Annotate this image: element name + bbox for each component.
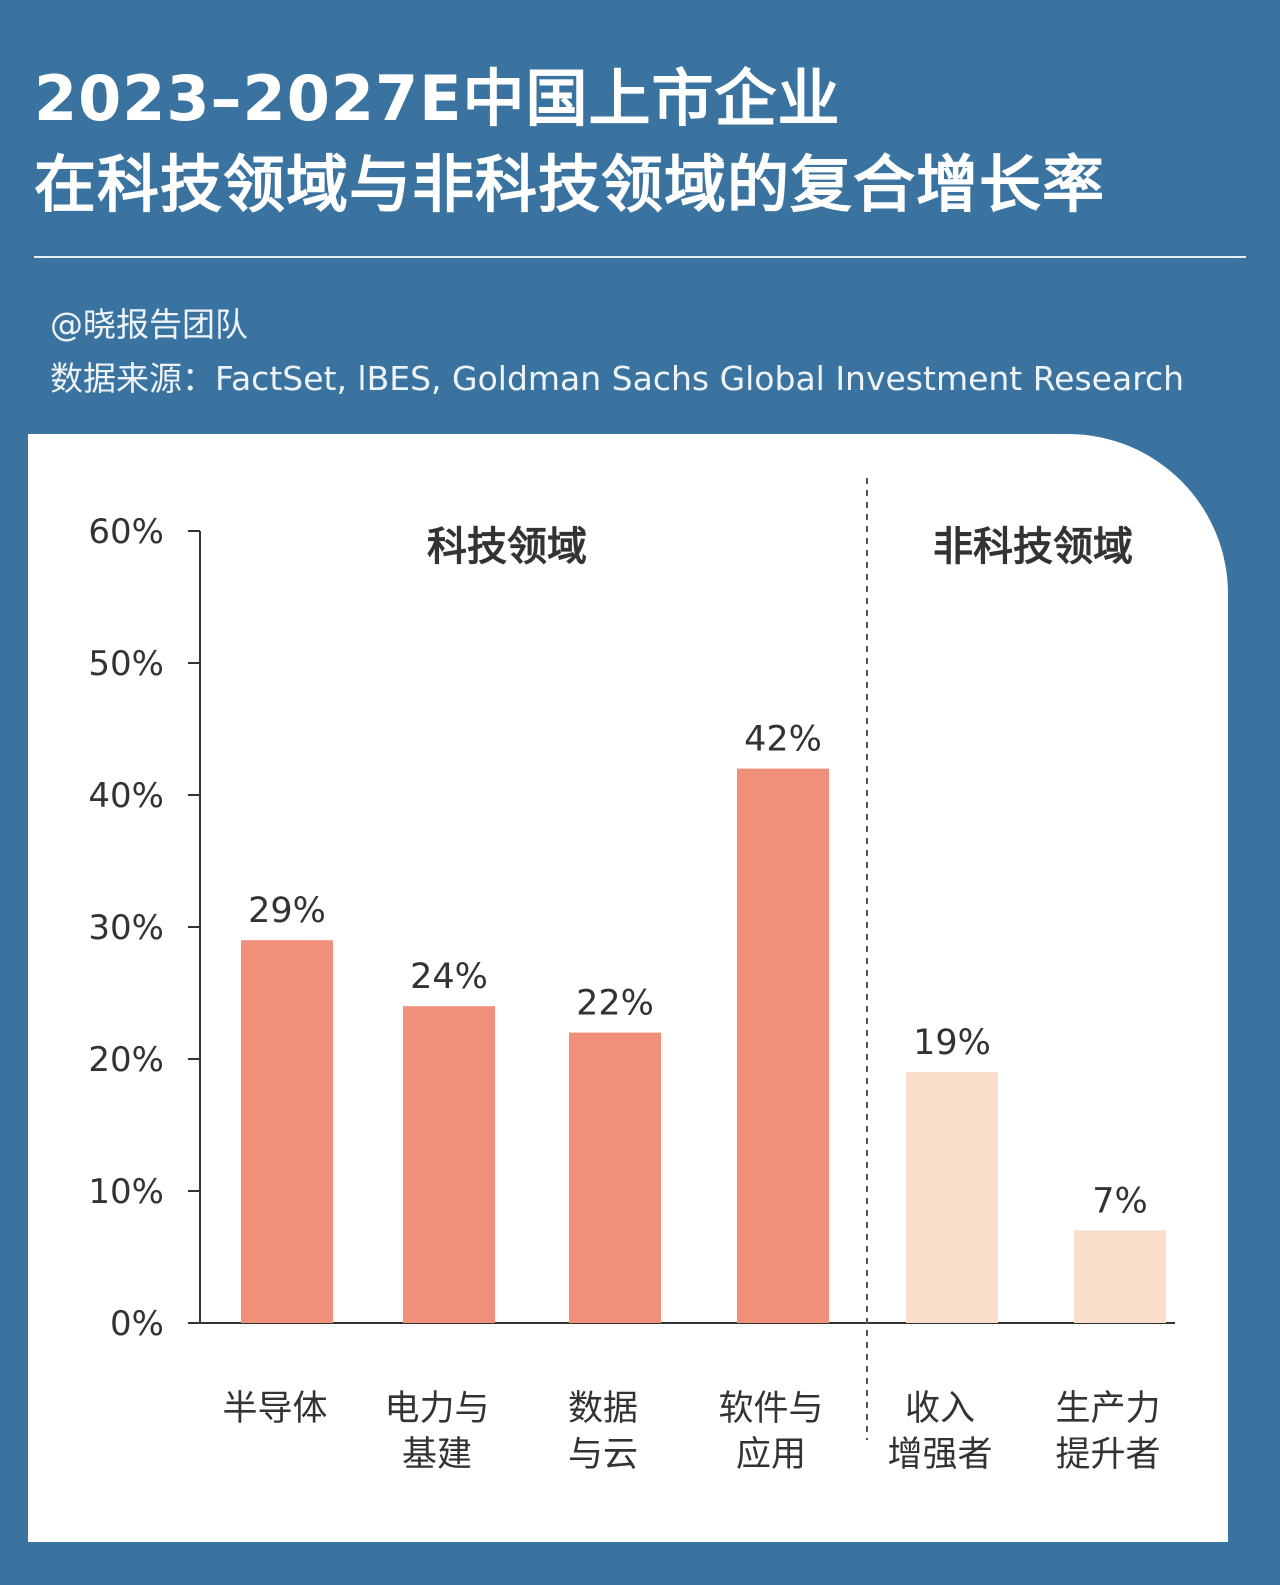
category-label: 生产力 (1055, 1389, 1160, 1429)
chart-title-line-1: 2023–2027E中国上市企业 (34, 62, 841, 135)
bar-value-label: 22% (576, 984, 654, 1024)
bar-value-label: 24% (410, 957, 488, 997)
bar-value-label: 42% (744, 720, 822, 760)
category-label: 软件与 (718, 1389, 823, 1429)
bar (241, 940, 333, 1323)
category-label: 增强者 (887, 1435, 992, 1475)
title-block: 2023–2027E中国上市企业 在科技领域与非科技领域的复合增长率 (34, 56, 1254, 228)
group-label-tech: 科技领域 (427, 524, 587, 570)
bar (403, 1006, 495, 1323)
category-label: 电力与 (384, 1389, 489, 1429)
y-tick-label: 40% (88, 776, 164, 816)
y-tick-label: 10% (88, 1172, 164, 1212)
bar (1074, 1230, 1166, 1323)
bar (906, 1072, 998, 1323)
bar-value-label: 29% (248, 891, 326, 931)
category-label: 数据 (568, 1389, 638, 1429)
credit-text: @晓报告团队 (50, 305, 248, 344)
category-label: 半导体 (222, 1389, 327, 1429)
bar-value-label: 7% (1092, 1182, 1148, 1222)
bar (737, 768, 829, 1323)
y-tick-label: 30% (88, 908, 164, 948)
y-tick-label: 60% (88, 512, 164, 552)
chart-panel (28, 434, 1228, 1542)
bar-value-label: 19% (913, 1023, 991, 1063)
y-tick-label: 20% (88, 1040, 164, 1080)
source-text: 数据来源：FactSet, lBES, Goldman Sachs Global… (50, 359, 1185, 398)
chart-title-line-2: 在科技领域与非科技领域的复合增长率 (34, 148, 1106, 221)
bar (569, 1032, 661, 1323)
y-tick-label: 0% (110, 1304, 164, 1344)
category-label: 收入 (905, 1389, 975, 1429)
group-label-non-tech: 非科技领域 (933, 524, 1133, 570)
category-label: 基建 (402, 1435, 472, 1475)
category-label: 与云 (568, 1435, 638, 1475)
title-divider (34, 256, 1246, 258)
y-tick-label: 50% (88, 644, 164, 684)
category-label: 提升者 (1055, 1435, 1160, 1475)
category-label: 应用 (736, 1435, 806, 1475)
